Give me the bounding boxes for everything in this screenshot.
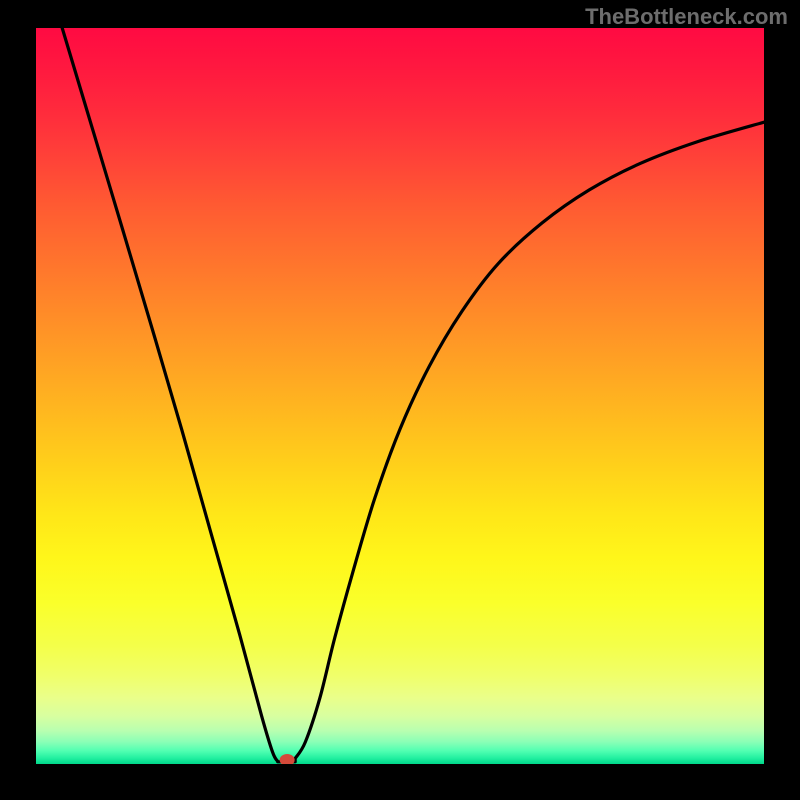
plot-background [36, 28, 764, 764]
watermark-text: TheBottleneck.com [585, 4, 788, 30]
chart-root: TheBottleneck.com [0, 0, 800, 800]
bottleneck-curve-chart [0, 0, 800, 800]
